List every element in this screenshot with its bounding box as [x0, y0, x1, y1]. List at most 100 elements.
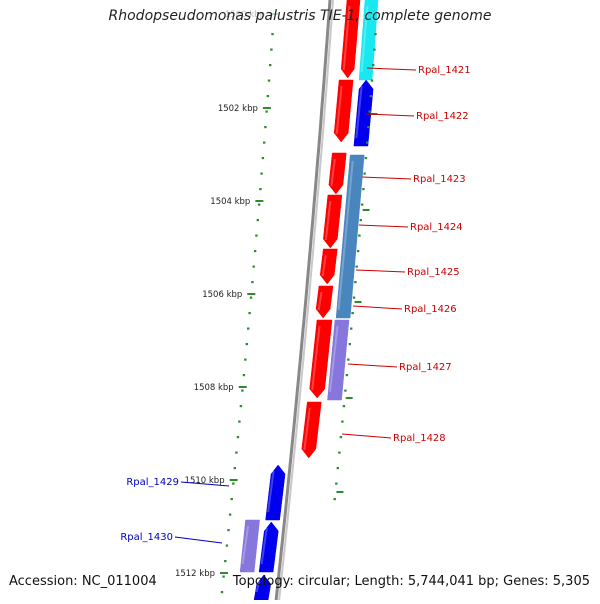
ruler-dot: [267, 79, 271, 82]
gene-arrow: [301, 401, 322, 459]
ruler-dot: [256, 219, 259, 222]
ruler-dot: [354, 281, 357, 284]
ruler-dot: [345, 374, 349, 377]
ruler-dot: [225, 544, 229, 547]
gene-label-leader: [358, 224, 409, 228]
gene-label-rpal_1424: Rpal_1424: [410, 222, 463, 233]
ruler-dot: [248, 312, 251, 315]
gene-arrow-highlight: [324, 200, 332, 241]
gene-arrow: [258, 521, 279, 573]
genome-backbone: [274, 0, 332, 601]
gene-arrow: [353, 79, 374, 147]
gene-label-leader: [365, 113, 415, 117]
ruler-tick-label: 1510 kbp: [185, 476, 225, 486]
ruler-tick-label: 1502 kbp: [218, 104, 258, 114]
ruler-dot: [341, 420, 344, 423]
ruler-tick-label: 1506 kbp: [202, 290, 242, 300]
ruler-tick-label: 1512 kbp: [175, 569, 215, 579]
gene-label-rpal_1430: Rpal_1430: [120, 532, 173, 543]
ruler-dot: [358, 234, 361, 237]
ruler-dot: [338, 451, 341, 454]
ruler-dot: [372, 64, 375, 67]
ruler-dot: [257, 203, 261, 206]
ruler-dot: [220, 591, 224, 594]
gene-arrow-highlight: [342, 5, 351, 71]
gene-label-leader: [341, 433, 392, 439]
gene-label-leader: [174, 536, 223, 544]
ruler-dot: [252, 265, 255, 268]
ruler-dot: [232, 482, 235, 485]
gene-label-leader: [352, 305, 403, 310]
map-title: Rhodopseudomonas palustris TIE-1, comple…: [108, 8, 492, 24]
ruler-dot: [239, 405, 243, 408]
ruler-dot: [370, 79, 374, 82]
gene-label-rpal_1426: Rpal_1426: [404, 304, 457, 315]
ruler-dot: [238, 420, 241, 423]
ruler-dot: [271, 33, 274, 36]
ruler-dot: [336, 467, 339, 470]
gene-arrow: [309, 319, 333, 399]
ruler-dot: [333, 498, 336, 501]
ruler-dot: [259, 188, 262, 191]
gene-label-leader: [180, 481, 230, 487]
gene-arrow-highlight: [311, 325, 321, 391]
gene-label-rpal_1423: Rpal_1423: [413, 174, 466, 185]
gene-track: [239, 0, 379, 601]
gene-label-leader: [347, 363, 398, 368]
gene-arrow-highlight: [355, 85, 363, 139]
ruler-dot: [261, 157, 265, 160]
ruler-dot: [269, 64, 272, 67]
ruler-dot: [236, 436, 240, 439]
gene-arrow-highlight: [303, 407, 311, 451]
ruler-dot: [374, 33, 377, 36]
gene-arrow: [265, 464, 286, 521]
ruler-dot: [362, 188, 365, 191]
gene-label-rpal_1425: Rpal_1425: [407, 267, 460, 278]
gene-labels: Rpal_1421 Rpal_1422 Rpal_1423 Rpal_1424 Rpal…: [120, 65, 471, 544]
ruler-dot: [342, 405, 346, 408]
ruler-dot: [224, 560, 227, 563]
ruler-dot: [265, 110, 268, 113]
gene-arrow: [327, 319, 350, 401]
ruler-dot: [253, 250, 257, 253]
ruler-dot: [351, 312, 354, 315]
ruler-dot: [344, 389, 347, 392]
ruler-dot: [245, 343, 248, 346]
gene-arrow-highlight: [330, 158, 336, 187]
ruler-dot: [260, 172, 263, 175]
ruler-dot: [263, 141, 266, 144]
ruler-dot: [233, 467, 236, 470]
gene-arrow-highlight: [337, 160, 354, 311]
gene-arrow-highlight: [267, 470, 275, 513]
ruler-dot: [230, 498, 233, 501]
ruler-dot: [352, 296, 356, 299]
ruler-dot: [364, 157, 368, 160]
gene-arrow: [328, 152, 347, 195]
gene-arrow: [333, 79, 354, 143]
ruler-dot: [241, 389, 244, 392]
gene-label-rpal_1427: Rpal_1427: [399, 362, 452, 373]
ruler-dot: [366, 141, 369, 144]
ruler-dot: [264, 126, 267, 129]
gene-arrow-highlight: [321, 254, 327, 277]
ruler-dot: [339, 436, 343, 439]
ruler-dot: [373, 48, 376, 51]
ruler-dot: [270, 48, 273, 51]
gene-label-leader: [366, 67, 417, 71]
gene-label-rpal_1422: Rpal_1422: [416, 111, 469, 122]
accession-text: Accession: NC_011004: [9, 574, 157, 589]
ruler-dot: [244, 358, 247, 361]
gene-label-leader: [355, 269, 406, 273]
gene-arrow: [335, 154, 365, 319]
gene-arrow: [323, 194, 343, 249]
ruler-dot: [363, 172, 366, 175]
ruler-dot: [355, 265, 358, 268]
ruler-dot: [266, 95, 269, 98]
ruler-dot: [347, 358, 350, 361]
ruler-dot: [335, 482, 338, 485]
ruler-dot: [348, 343, 351, 346]
ruler-dots: [220, 33, 378, 594]
ruler-dot: [242, 374, 246, 377]
